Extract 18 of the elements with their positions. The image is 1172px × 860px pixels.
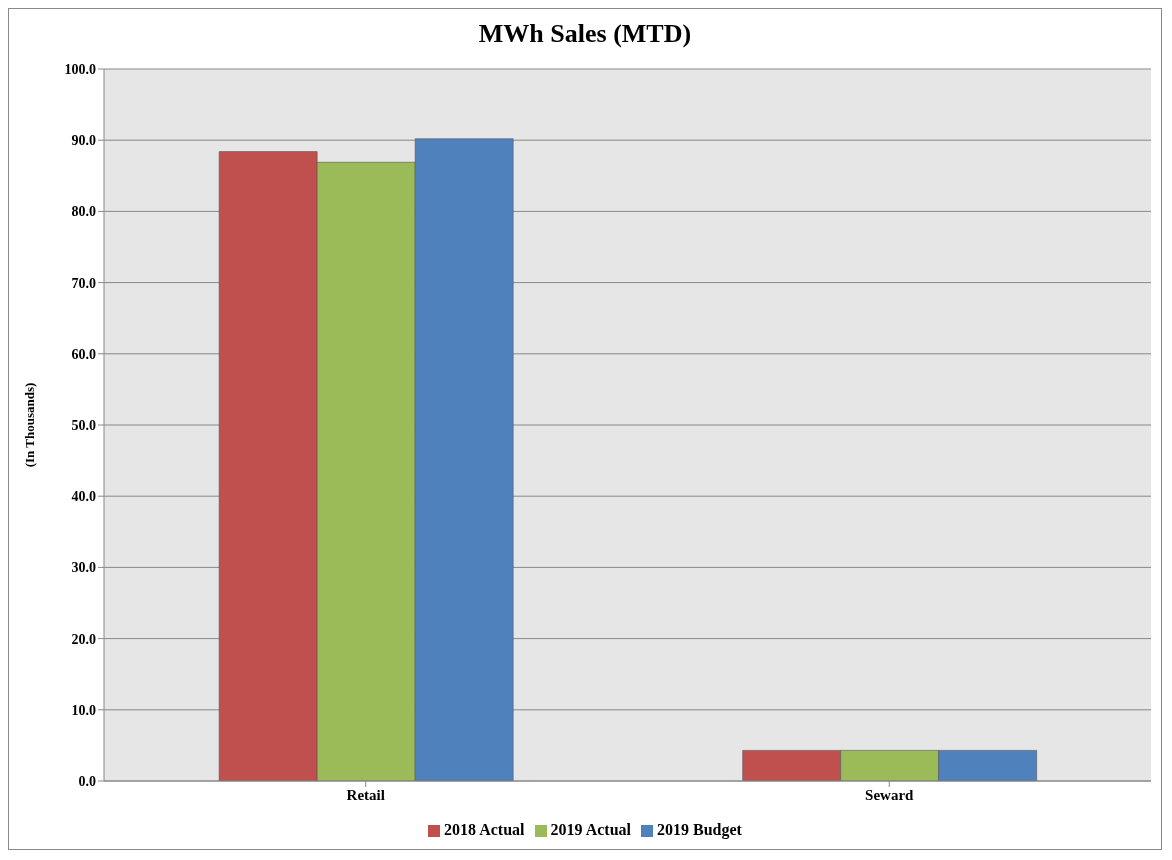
x-tick-label: Seward: [865, 786, 915, 803]
x-tick-label: Retail: [346, 786, 385, 803]
y-tick-label: 0.0: [78, 773, 96, 789]
y-tick-label: 20.0: [71, 631, 96, 647]
y-axis-title: (In Thousands): [21, 382, 37, 468]
y-tick-label: 90.0: [71, 133, 96, 149]
chart-title: MWh Sales (MTD): [477, 18, 693, 50]
legend-label: 2019 Budget: [657, 821, 742, 838]
y-tick-label: 100.0: [64, 61, 96, 77]
y-tick-label: 30.0: [71, 560, 96, 576]
legend-label: 2018 Actual: [444, 821, 525, 838]
y-tick-label: 40.0: [71, 489, 96, 505]
y-tick-label: 80.0: [71, 204, 96, 220]
y-tick-label: 70.0: [71, 275, 96, 291]
legend-label: 2019 Actual: [550, 821, 631, 838]
y-tick-label: 60.0: [71, 346, 96, 362]
y-tick-label: 10.0: [71, 702, 96, 718]
y-tick-label: 50.0: [71, 417, 96, 433]
